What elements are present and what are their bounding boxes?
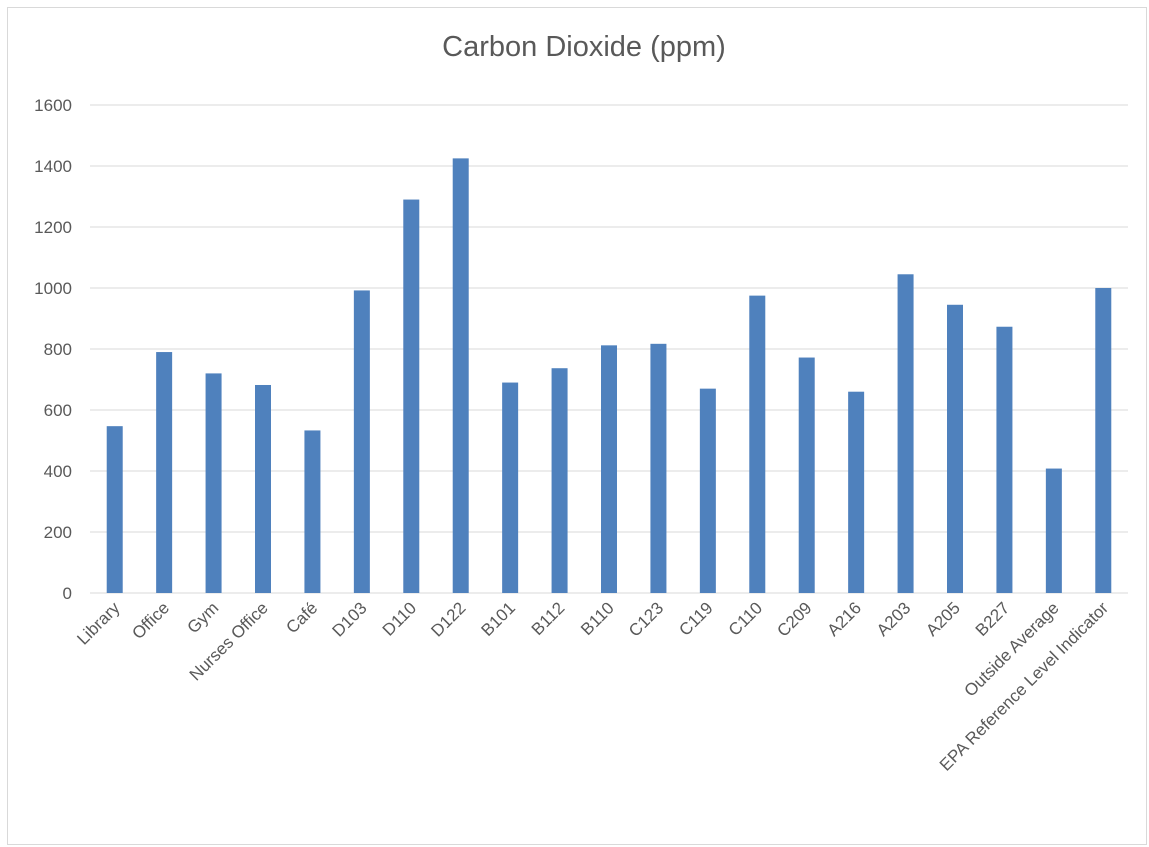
- y-tick-label: 600: [44, 401, 72, 420]
- x-tick-label: A203: [873, 598, 915, 640]
- bar: [798, 357, 815, 593]
- y-tick-label: 0: [63, 584, 72, 603]
- x-tick-label: D110: [379, 598, 420, 639]
- bar: [650, 343, 667, 593]
- bar: [947, 304, 963, 593]
- x-tick-label: C110: [725, 598, 766, 639]
- x-tick-label: Office: [128, 598, 173, 643]
- x-tick-label: D103: [329, 598, 371, 640]
- bar: [403, 199, 420, 594]
- bar: [304, 430, 321, 593]
- x-tick-label: A216: [823, 598, 865, 640]
- y-tick-label: 1200: [34, 218, 72, 237]
- bar: [1045, 468, 1062, 593]
- bar: [996, 326, 1013, 593]
- x-tick-label: B110: [577, 598, 618, 639]
- x-tick-label: Gym: [184, 598, 223, 637]
- x-tick-label: B101: [477, 598, 519, 640]
- bar: [205, 373, 222, 593]
- y-tick-label: 1600: [34, 96, 72, 115]
- bar: [106, 426, 123, 593]
- x-tick-label: Café: [282, 598, 321, 637]
- bar: [897, 274, 914, 593]
- y-tick-label: 800: [44, 340, 72, 359]
- x-tick-label: B112: [528, 598, 569, 639]
- x-tick-label: A205: [922, 598, 964, 640]
- bars: [106, 158, 1112, 594]
- bar: [156, 352, 173, 593]
- bar: [699, 388, 716, 593]
- bar: [551, 368, 568, 593]
- y-tick-label: 400: [44, 462, 72, 481]
- x-tick-label: C119: [675, 598, 716, 639]
- y-tick-label: 1400: [34, 157, 72, 176]
- y-tick-label: 200: [44, 523, 72, 542]
- y-axis-ticks: 0 200 400 600 800 1000 1200 1400 1600: [34, 96, 72, 603]
- bar: [452, 158, 469, 593]
- bar: [601, 345, 617, 593]
- chart-title: Carbon Dioxide (ppm): [442, 31, 726, 63]
- x-tick-label: Library: [73, 598, 124, 649]
- x-tick-label: D122: [427, 598, 469, 640]
- x-tick-label: C209: [773, 598, 815, 640]
- bar: [255, 384, 271, 593]
- bar: [502, 382, 519, 593]
- y-tick-label: 1000: [34, 279, 72, 298]
- bar: [848, 391, 865, 593]
- bar: [1095, 288, 1112, 593]
- bar: [749, 295, 766, 593]
- x-tick-label: C123: [625, 598, 667, 640]
- x-tick-label: B227: [972, 598, 1014, 640]
- bar: [353, 290, 370, 593]
